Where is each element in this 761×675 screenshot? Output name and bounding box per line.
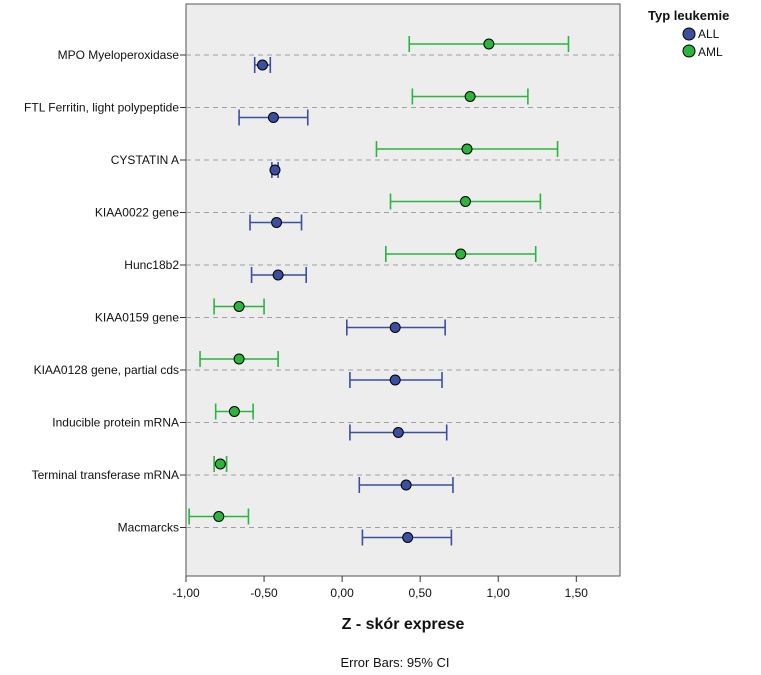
all-mean-point (402, 532, 414, 543)
aml-mean-point (455, 248, 467, 260)
category-label: Hunc18b2 (124, 258, 179, 272)
category-label: KIAA0159 gene (95, 311, 179, 325)
all-mean-point (271, 217, 283, 228)
series-marks (188, 36, 570, 546)
x-tick-label: 0,00 (330, 586, 354, 600)
legend-marker-aml (682, 44, 696, 58)
x-axis-title: Z - skór exprese (342, 616, 465, 633)
all-mean-point (389, 374, 401, 386)
all-mean-point (256, 59, 268, 71)
all-mean-point (269, 164, 281, 176)
all-mean-point (392, 427, 404, 438)
category-label: Terminal transferase mRNA (32, 468, 179, 482)
category-label: Inducible protein mRNA (52, 416, 179, 430)
aml-mean-point (214, 458, 226, 470)
x-tick-label: 1,00 (487, 586, 511, 600)
grid-lines (186, 54, 620, 528)
aml-mean-point (459, 196, 471, 207)
legend-marker-all (682, 27, 696, 41)
all-mean-point (267, 112, 279, 123)
aml-mean-point (233, 353, 245, 365)
chart-footnote: Error Bars: 95% CI (340, 655, 449, 670)
x-tick-label: 1,50 (565, 586, 589, 600)
x-tick-label: 0,50 (408, 586, 432, 600)
category-label: MPO Myeloperoxidase (58, 48, 180, 62)
legend-label-all: ALL (698, 27, 720, 41)
category-labels: MPO Myeloperoxidase FTL Ferritin, light p… (24, 48, 186, 535)
category-label: FTL Ferritin, light polypeptide (24, 101, 179, 115)
aml-mean-point (233, 301, 245, 312)
legend: Typ leukemie ALL AML (648, 8, 729, 59)
plot-area (185, 3, 621, 577)
all-mean-point (389, 322, 401, 333)
x-axis: -1,00 -0,50 0,00 0,50 1,00 1,50 (172, 576, 588, 600)
category-label: KIAA0128 gene, partial cds (34, 363, 179, 377)
legend-title: Typ leukemie (648, 8, 729, 23)
x-tick-label: -1,00 (172, 586, 200, 600)
aml-mean-point (213, 511, 225, 522)
x-tick-label: -0,50 (250, 586, 278, 600)
category-label: CYSTATIN A (111, 153, 179, 167)
category-label: KIAA0022 gene (95, 206, 179, 220)
all-mean-point (400, 479, 412, 491)
all-mean-point (272, 269, 284, 281)
aml-mean-point (483, 38, 495, 50)
aml-mean-point (228, 406, 240, 417)
aml-mean-point (464, 91, 476, 102)
legend-label-aml: AML (698, 45, 723, 59)
aml-mean-point (461, 143, 473, 155)
category-label: Macmarcks (118, 521, 179, 535)
